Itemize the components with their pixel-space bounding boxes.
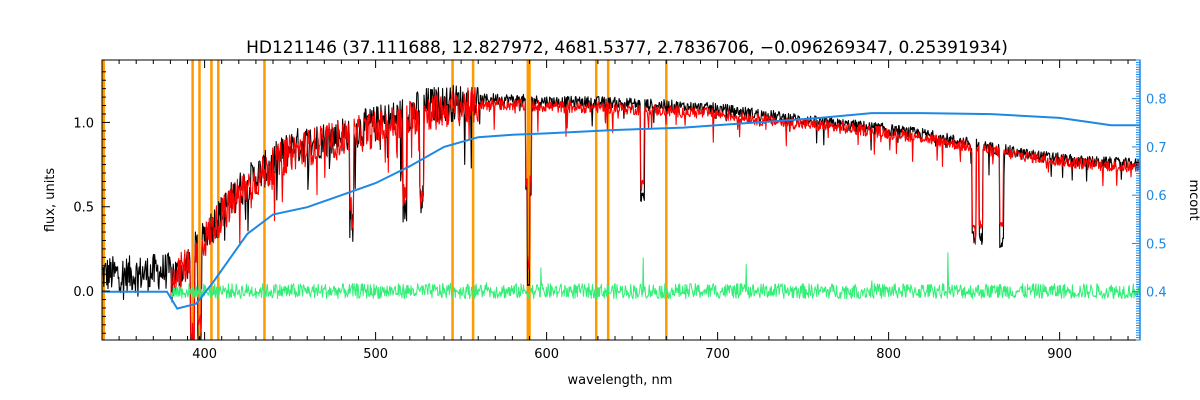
plot-area	[102, 60, 1140, 340]
y-tick-label-1: 0.5	[73, 201, 94, 216]
x-tick-label-800: 800	[876, 347, 901, 362]
y2-axis-label: mcont	[1186, 179, 1200, 220]
series-2-line	[169, 252, 1140, 300]
y-axis-label: flux, units	[43, 168, 58, 233]
chart-title: HD121146 (37.111688, 12.827972, 4681.537…	[246, 38, 1008, 58]
plot-clip-group	[102, 60, 1140, 340]
y2-tick-label-2: 0.6	[1146, 189, 1167, 204]
x-tick-label-600: 600	[534, 347, 559, 362]
series-3-line	[102, 112, 1140, 310]
y-tick-label-0: 0.0	[73, 285, 94, 300]
y2-tick-label-1: 0.5	[1146, 237, 1167, 252]
x-tick-label-700: 700	[705, 347, 730, 362]
y2-tick-label-3: 0.7	[1146, 141, 1167, 156]
series-1-line	[169, 87, 1140, 340]
x-tick-label-500: 500	[363, 347, 388, 362]
axes: 400 500 600 700 800 900 0.0 0.5 1.0 0.4 0.5 0.6 0.7 0…	[73, 59, 1167, 362]
x-tick-label-400: 400	[192, 347, 217, 362]
y2-tick-label-0: 0.4	[1146, 286, 1167, 301]
y2-tick-label-4: 0.8	[1146, 93, 1167, 108]
y-tick-label-2: 1.0	[73, 116, 94, 131]
x-tick-label-900: 900	[1047, 347, 1072, 362]
x-axis-label: wavelength, nm	[568, 373, 673, 388]
